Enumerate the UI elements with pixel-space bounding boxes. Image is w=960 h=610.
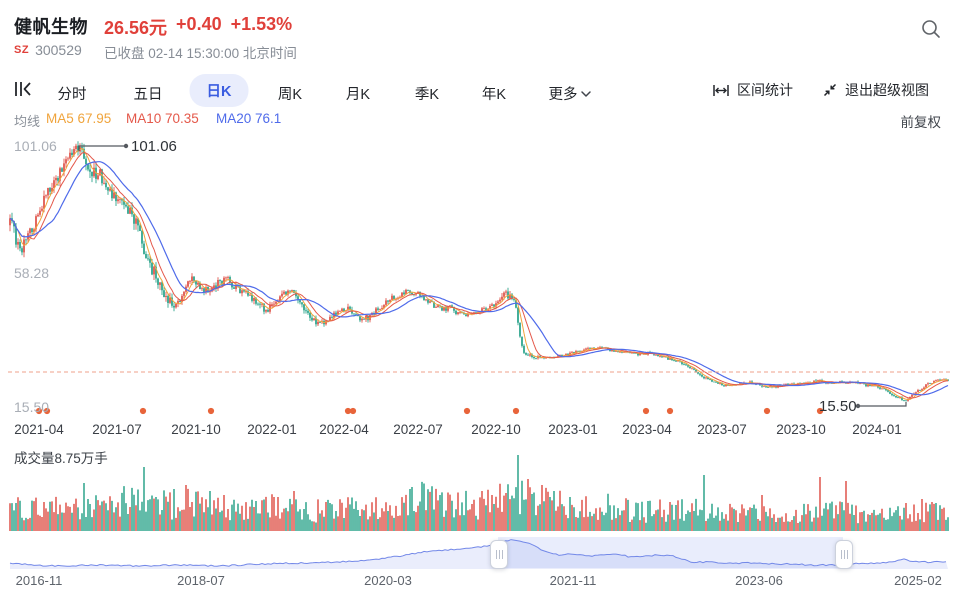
stock-code-row: SZ 300529 — [14, 42, 82, 58]
event-dot[interactable] — [43, 407, 51, 415]
ma20-legend: MA20 76.1 — [216, 111, 282, 126]
x-axis-label: 2021-10 — [171, 422, 221, 437]
exit-super-view-button[interactable]: 退出超级视图 — [822, 80, 929, 100]
nav-axis-label: 2020-03 — [364, 573, 412, 588]
price-change: +0.40 — [176, 14, 222, 34]
search-icon — [922, 20, 940, 38]
nav-handle-right[interactable] — [835, 540, 853, 569]
x-axis-label: 2024-01 — [852, 422, 902, 437]
x-axis-label: 2021-04 — [14, 422, 64, 437]
nav-selected-range[interactable] — [498, 537, 843, 568]
y-scale-mid: 58.28 — [14, 265, 50, 281]
nav-axis-label: 2018-07 — [177, 573, 225, 588]
high-point-annotation: 101.06 — [131, 138, 177, 155]
event-dot[interactable] — [642, 407, 650, 415]
event-dot[interactable] — [349, 407, 357, 415]
price-row: 26.56元 +0.40 +1.53% — [104, 14, 292, 40]
nav-axis-label: 2023-06 — [735, 573, 783, 588]
volume-label: 成交量8.75万手 — [14, 451, 108, 466]
more-label: 更多 — [548, 87, 578, 103]
collapse-panel-icon — [15, 82, 31, 96]
range-stats-icon — [713, 84, 729, 96]
nav-axis-label: 2021-11 — [549, 573, 597, 588]
tab-daily-k[interactable]: 日K — [189, 74, 249, 107]
nav-axis-label: 2025-02 — [894, 573, 942, 588]
stock-code: 300529 — [35, 42, 82, 58]
nav-handle-left[interactable] — [490, 540, 508, 569]
x-axis-label: 2023-01 — [548, 422, 598, 437]
tab-quarterly-k[interactable]: 季K — [414, 87, 440, 103]
stock-name: 健帆生物 — [14, 17, 88, 37]
event-dot[interactable] — [139, 407, 147, 415]
event-dot[interactable] — [35, 407, 43, 415]
collapse-panel-button[interactable] — [12, 78, 36, 100]
exchange-badge: SZ — [14, 44, 30, 56]
event-dot[interactable] — [512, 407, 520, 415]
more-dropdown[interactable]: 更多 — [549, 78, 592, 109]
x-axis-label: 2023-10 — [776, 422, 826, 437]
nav-axis-label: 2016-11 — [15, 573, 63, 588]
low-point-annotation: 15.50 — [819, 398, 857, 415]
ma-legend-title: 均线 — [14, 114, 41, 129]
event-dot[interactable] — [463, 407, 471, 415]
adjust-mode-label[interactable]: 前复权 — [900, 115, 942, 130]
tab-five-day[interactable]: 五日 — [133, 87, 163, 103]
x-axis-label: 2023-07 — [697, 422, 747, 437]
x-axis-label: 2022-04 — [319, 422, 369, 437]
price-change-percent: +1.53% — [230, 14, 293, 34]
tab-yearly-k[interactable]: 年K — [481, 87, 507, 103]
y-scale-high: 101.06 — [14, 138, 57, 154]
x-axis-label: 2022-07 — [393, 422, 443, 437]
x-axis-label: 2022-10 — [471, 422, 521, 437]
exit-super-view-icon — [823, 83, 837, 97]
event-dot[interactable] — [763, 407, 771, 415]
event-dot[interactable] — [207, 407, 215, 415]
range-stats-label: 区间统计 — [737, 82, 793, 98]
x-axis-label: 2023-04 — [622, 422, 672, 437]
range-stats-button[interactable]: 区间统计 — [712, 80, 793, 100]
last-price: 26.56元 — [104, 18, 168, 38]
event-dot[interactable] — [816, 407, 824, 415]
tab-monthly-k[interactable]: 月K — [345, 87, 371, 103]
x-axis-label: 2021-07 — [92, 422, 142, 437]
tab-weekly-k[interactable]: 周K — [277, 87, 303, 103]
ma10-legend: MA10 70.35 — [126, 111, 199, 126]
tab-minute[interactable]: 分时 — [57, 87, 87, 103]
x-axis-label: 2022-01 — [247, 422, 297, 437]
market-status: 已收盘 02-14 15:30:00 北京时间 — [104, 46, 297, 61]
event-dot[interactable] — [666, 407, 674, 415]
y-scale-low: 15.50 — [14, 399, 50, 415]
event-dot[interactable] — [344, 407, 352, 415]
search-button[interactable] — [918, 16, 944, 42]
ma5-legend: MA5 67.95 — [46, 111, 112, 126]
chevron-down-icon — [581, 90, 591, 97]
exit-super-view-label: 退出超级视图 — [845, 82, 929, 98]
